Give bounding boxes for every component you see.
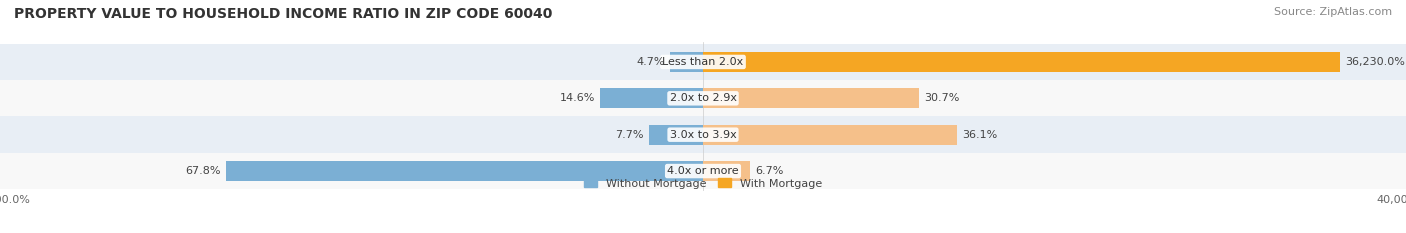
Text: 36,230.0%: 36,230.0% [1346,57,1405,67]
Bar [650,125,703,145]
Text: PROPERTY VALUE TO HOUSEHOLD INCOME RATIO IN ZIP CODE 60040: PROPERTY VALUE TO HOUSEHOLD INCOME RATIO… [14,7,553,21]
Bar [0,116,1406,153]
Text: 67.8%: 67.8% [186,166,221,176]
Bar [0,153,1406,189]
Bar [0,80,1406,116]
Legend: Without Mortgage, With Mortgage: Without Mortgage, With Mortgage [579,174,827,193]
Text: 2.0x to 2.9x: 2.0x to 2.9x [669,93,737,103]
Text: 30.7%: 30.7% [924,93,959,103]
Bar [703,88,920,108]
Text: 36.1%: 36.1% [962,130,997,140]
Text: 4.7%: 4.7% [636,57,665,67]
Text: 6.7%: 6.7% [755,166,783,176]
Text: Less than 2.0x: Less than 2.0x [662,57,744,67]
Bar [703,125,956,145]
Text: 7.7%: 7.7% [614,130,644,140]
Text: 14.6%: 14.6% [560,93,595,103]
Bar [703,161,751,181]
Bar [669,52,703,72]
Bar [226,161,703,181]
Text: 4.0x or more: 4.0x or more [668,166,738,176]
Text: 3.0x to 3.9x: 3.0x to 3.9x [669,130,737,140]
Bar [600,88,703,108]
Bar [703,52,1340,72]
Text: Source: ZipAtlas.com: Source: ZipAtlas.com [1274,7,1392,17]
Bar [0,44,1406,80]
